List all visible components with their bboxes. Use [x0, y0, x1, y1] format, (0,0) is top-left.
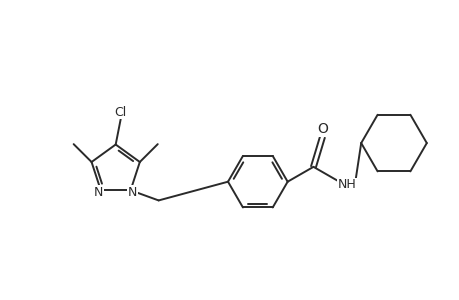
Text: Cl: Cl	[114, 106, 127, 119]
Text: NH: NH	[337, 178, 356, 191]
Text: O: O	[316, 122, 327, 136]
Text: N: N	[128, 186, 137, 199]
Text: N: N	[94, 186, 103, 199]
